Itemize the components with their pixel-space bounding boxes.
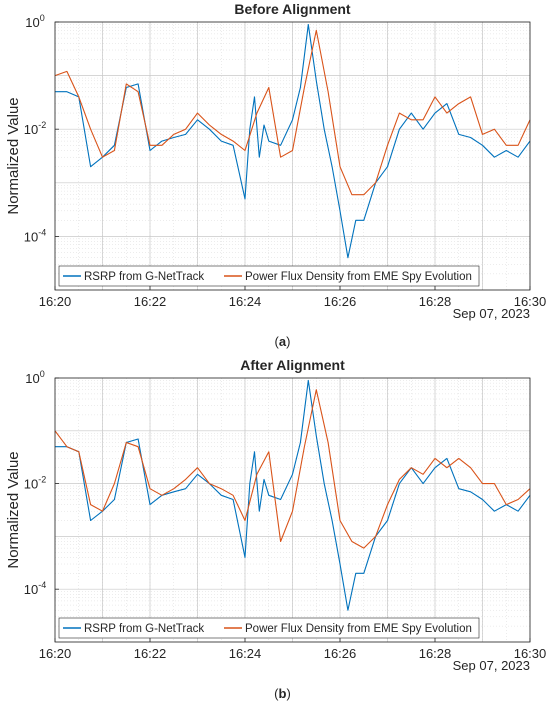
series-line-rsrp <box>55 379 531 611</box>
axes-box <box>54 21 531 291</box>
y-tick-label: 100 <box>25 369 44 386</box>
x-tick-label: 16:28 <box>419 294 452 309</box>
legend-entry: Power Flux Density from EME Spy Evolutio… <box>245 623 472 635</box>
chart-panel-a: 10-4 10-2 100 16:20 16:22 16:24 16:26 16:28 16:3… <box>5 1 546 349</box>
series-line-pfd <box>54 29 531 196</box>
x-tick-label: 16:20 <box>39 294 72 309</box>
x-tick-label: 16:22 <box>134 646 167 661</box>
x-tick-label: 16:22 <box>134 294 167 309</box>
legend-box <box>58 617 480 639</box>
x-tick-label: 16:30 <box>514 294 547 309</box>
y-tick-label: 10-4 <box>24 580 46 597</box>
chart-title: Before Alignment <box>234 1 350 17</box>
y-axis-label: Normalized Value <box>5 451 22 568</box>
y-tick-label: 10-2 <box>24 120 46 137</box>
legend: RSRP from G-NetTrack Power Flux Density f… <box>58 265 480 287</box>
y-tick-label: 10-4 <box>24 227 46 244</box>
x-tick-label: 16:28 <box>419 646 452 661</box>
x-tick-label: 16:30 <box>514 646 547 661</box>
legend-entry: RSRP from G-NetTrack <box>84 623 204 635</box>
panel-label: (b) <box>274 686 291 701</box>
y-tick-label: 100 <box>25 13 44 30</box>
x-tick-label: 16:26 <box>324 646 357 661</box>
panel-label: (a) <box>275 334 291 349</box>
legend: RSRP from G-NetTrack Power Flux Density f… <box>58 617 480 639</box>
chart-title: After Alignment <box>240 357 345 373</box>
x-tick-label: 16:26 <box>324 294 357 309</box>
y-tick-label: 10-2 <box>24 475 46 492</box>
legend-entry: Power Flux Density from EME Spy Evolutio… <box>245 271 472 283</box>
y-axis-label: Normalized Value <box>5 97 22 214</box>
chart-panel-b: 10-4 10-2 100 16:20 16:22 16:24 16:26 16:28 16:3… <box>5 357 546 701</box>
legend-box <box>58 265 480 287</box>
x-date-label: Sep 07, 2023 <box>453 306 530 321</box>
series-line-pfd <box>54 389 531 549</box>
x-tick-label: 16:20 <box>39 646 72 661</box>
x-date-label: Sep 07, 2023 <box>453 658 530 673</box>
x-tick-label: 16:24 <box>229 294 262 309</box>
axes-box <box>54 377 531 643</box>
x-tick-label: 16:24 <box>229 646 262 661</box>
legend-entry: RSRP from G-NetTrack <box>84 271 204 283</box>
